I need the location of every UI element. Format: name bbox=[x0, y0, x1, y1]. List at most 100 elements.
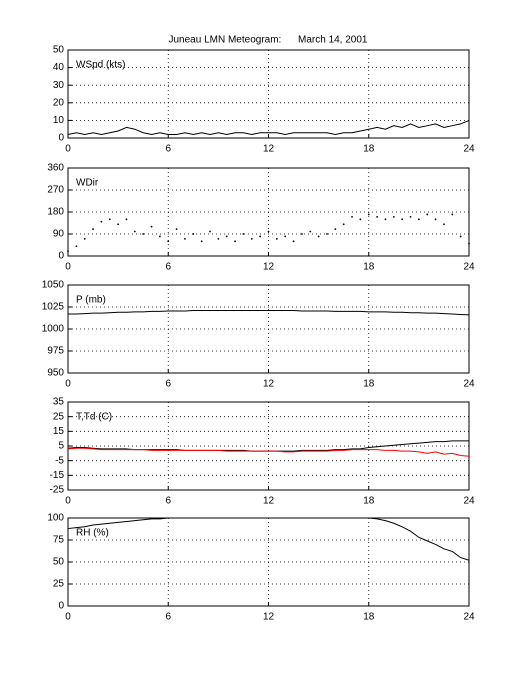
y-tick-label: 50 bbox=[53, 45, 65, 56]
y-tick-label: 1025 bbox=[42, 302, 65, 313]
data-point bbox=[275, 237, 278, 240]
y-tick-label: 100 bbox=[47, 513, 64, 524]
data-point bbox=[225, 235, 228, 238]
data-point bbox=[184, 237, 186, 240]
data-point bbox=[367, 213, 370, 216]
x-tick-label: 24 bbox=[463, 496, 475, 507]
data-point bbox=[217, 237, 220, 240]
y-tick-label: 30 bbox=[53, 80, 65, 91]
data-point bbox=[108, 218, 111, 221]
x-tick-label: 18 bbox=[363, 496, 375, 507]
x-tick-label: 12 bbox=[263, 496, 275, 507]
y-tick-label: 15 bbox=[53, 426, 65, 437]
data-point bbox=[434, 218, 437, 221]
data-point bbox=[426, 213, 429, 216]
data-point bbox=[409, 215, 412, 218]
x-tick-label: 18 bbox=[363, 612, 375, 623]
data-point bbox=[242, 233, 245, 235]
data-point bbox=[317, 235, 320, 238]
x-tick-label: 24 bbox=[463, 144, 475, 155]
x-tick-label: 24 bbox=[463, 612, 475, 623]
y-tick-label: 5 bbox=[58, 441, 64, 452]
data-point bbox=[200, 240, 203, 243]
data-point bbox=[267, 230, 270, 233]
data-point bbox=[459, 235, 462, 238]
panel-title: T,Td (C) bbox=[76, 412, 112, 423]
panel-title: RH (%) bbox=[76, 528, 109, 539]
data-point bbox=[342, 223, 345, 226]
y-tick-label: 360 bbox=[47, 163, 64, 174]
axes-frame bbox=[67, 49, 470, 139]
y-tick-label: 50 bbox=[53, 557, 65, 568]
data-line bbox=[68, 310, 470, 316]
x-tick-label: 12 bbox=[263, 144, 275, 155]
x-tick-label: 0 bbox=[65, 379, 71, 390]
data-point bbox=[443, 223, 445, 226]
y-tick-label: 35 bbox=[53, 397, 65, 408]
y-tick-label: 75 bbox=[53, 535, 65, 546]
axes-frame bbox=[67, 401, 470, 491]
data-point bbox=[175, 228, 178, 231]
data-point bbox=[75, 245, 78, 248]
data-point bbox=[92, 228, 94, 231]
y-tick-label: 975 bbox=[47, 346, 64, 357]
data-point bbox=[250, 237, 253, 240]
figure-title: Juneau LMN Meteogram: March 14, 2001 bbox=[169, 35, 368, 46]
data-point bbox=[167, 240, 170, 243]
data-point bbox=[468, 242, 470, 245]
y-tick-label: 1000 bbox=[42, 324, 65, 335]
data-point bbox=[351, 215, 353, 218]
data-point bbox=[234, 240, 236, 243]
y-tick-label: -15 bbox=[50, 470, 65, 481]
data-point bbox=[384, 218, 387, 221]
data-point bbox=[125, 218, 128, 221]
y-tick-label: 950 bbox=[47, 368, 64, 379]
x-tick-label: 18 bbox=[363, 262, 375, 273]
y-tick-label: 20 bbox=[53, 97, 65, 108]
data-point bbox=[150, 225, 153, 228]
data-point bbox=[133, 230, 136, 233]
y-tick-label: 10 bbox=[53, 115, 65, 126]
y-tick-label: 270 bbox=[47, 185, 64, 196]
x-tick-label: 0 bbox=[65, 144, 71, 155]
data-point bbox=[401, 218, 404, 221]
y-tick-label: -25 bbox=[50, 485, 65, 496]
x-tick-label: 12 bbox=[263, 379, 275, 390]
y-tick-label: 40 bbox=[53, 62, 65, 73]
data-point bbox=[158, 235, 161, 238]
y-tick-label: 25 bbox=[53, 411, 65, 422]
y-tick-label: 0 bbox=[58, 601, 64, 612]
data-point bbox=[451, 213, 454, 216]
x-tick-label: 12 bbox=[263, 612, 275, 623]
axes-frame bbox=[67, 167, 470, 257]
data-point bbox=[117, 223, 120, 226]
x-tick-label: 18 bbox=[363, 144, 375, 155]
x-tick-label: 6 bbox=[165, 612, 171, 623]
data-point bbox=[326, 233, 328, 235]
data-point bbox=[83, 237, 86, 240]
data-line bbox=[67, 119, 470, 135]
axes-frame bbox=[67, 284, 470, 374]
x-tick-label: 6 bbox=[165, 496, 171, 507]
panel-title: WSpd (kts) bbox=[76, 60, 125, 71]
data-point bbox=[359, 218, 362, 221]
data-point bbox=[334, 228, 337, 231]
x-tick-label: 6 bbox=[165, 262, 171, 273]
data-point bbox=[192, 233, 195, 235]
y-tick-label: 0 bbox=[58, 251, 64, 262]
x-tick-label: 24 bbox=[463, 262, 475, 273]
x-tick-label: 0 bbox=[65, 612, 71, 623]
data-point bbox=[292, 240, 295, 243]
x-tick-label: 12 bbox=[263, 262, 275, 273]
data-point bbox=[301, 233, 303, 235]
data-point bbox=[259, 235, 262, 238]
data-point bbox=[142, 233, 145, 235]
x-tick-label: 0 bbox=[65, 496, 71, 507]
panel-title: P (mb) bbox=[76, 295, 106, 306]
y-tick-label: 1050 bbox=[42, 280, 65, 291]
data-point bbox=[417, 218, 420, 221]
data-point bbox=[284, 235, 287, 238]
